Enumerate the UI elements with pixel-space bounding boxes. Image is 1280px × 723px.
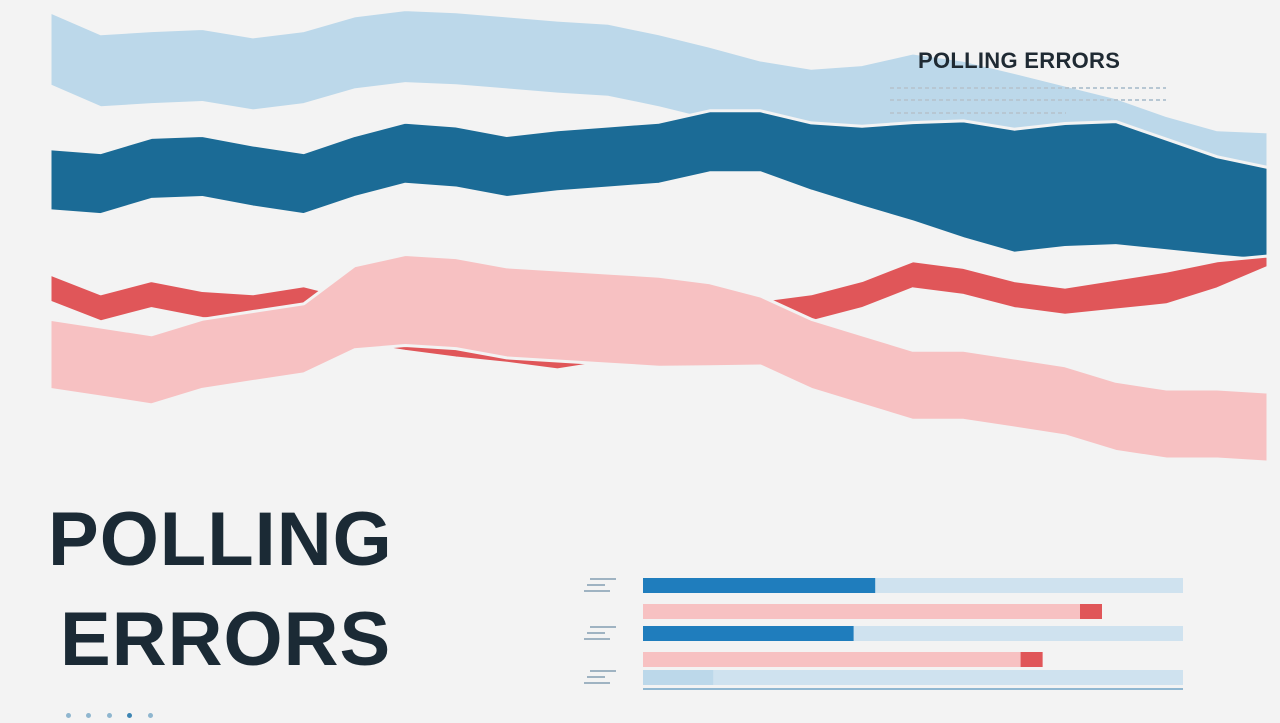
bar-pink xyxy=(643,652,1043,667)
bar-pink-cap xyxy=(1020,652,1043,667)
dot xyxy=(66,713,71,718)
bar-track xyxy=(643,670,1183,685)
filler-text-line xyxy=(890,99,1166,101)
bar-blue xyxy=(643,670,714,685)
stream-area-chart xyxy=(48,8,1270,464)
hero-title-line-1: POLLING xyxy=(48,497,393,582)
filler-text-line xyxy=(890,112,1066,114)
bar-group-label-mark xyxy=(587,676,605,678)
bar-pink xyxy=(643,604,1102,619)
dot-active xyxy=(127,713,133,718)
corner-title: POLLING ERRORS xyxy=(918,48,1121,73)
pagination-dots xyxy=(66,705,164,723)
bar-group-label-mark xyxy=(584,638,610,640)
bar-group-label-mark xyxy=(590,670,616,672)
bar-blue xyxy=(643,578,876,593)
dot xyxy=(106,713,112,718)
dot xyxy=(86,713,92,718)
hero-title-line-2: ERRORS xyxy=(60,597,392,682)
hero-title: POLLING ERRORS xyxy=(48,490,393,690)
dot xyxy=(147,713,153,718)
stream-pink xyxy=(48,253,1270,464)
filler-text-line xyxy=(890,87,1166,89)
bar-group-label-mark xyxy=(584,590,610,592)
bar-group-label-mark xyxy=(587,584,605,586)
bar-group-label-mark xyxy=(587,632,605,634)
bar-pink-cap xyxy=(1080,604,1102,619)
bar-group-label-mark xyxy=(590,626,616,628)
bar-group-label-mark xyxy=(584,682,610,684)
bar-blue xyxy=(643,626,854,641)
bar-group-label-mark xyxy=(590,578,616,580)
